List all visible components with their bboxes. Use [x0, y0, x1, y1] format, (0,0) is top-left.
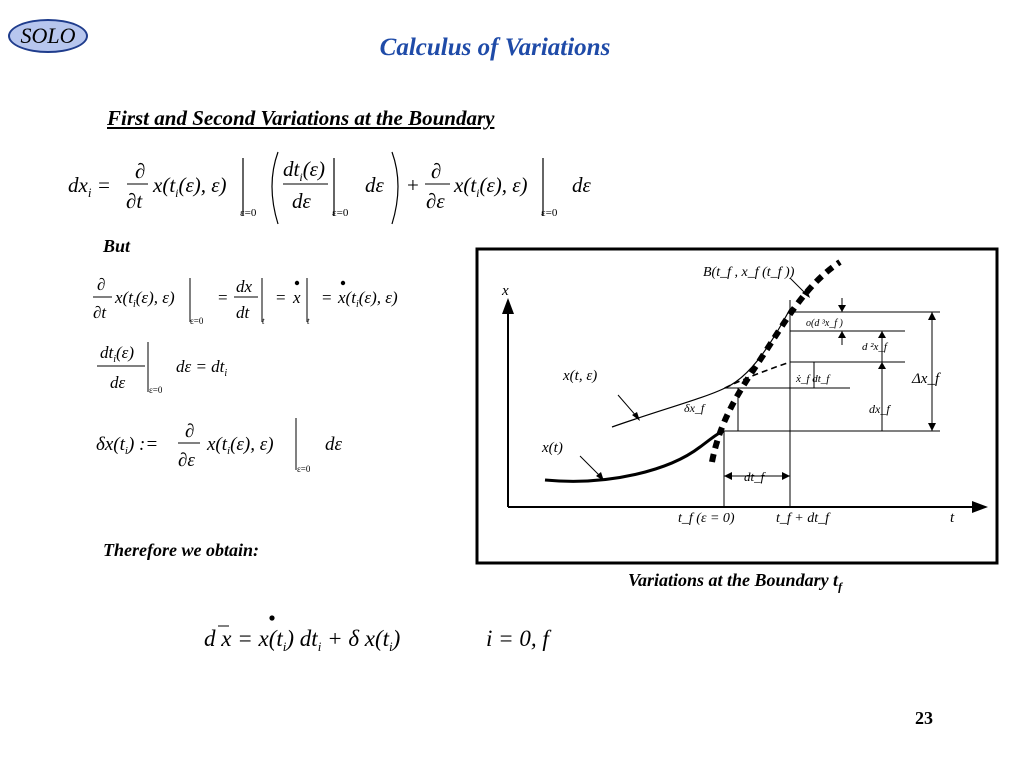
- svg-text:dε: dε: [292, 189, 312, 213]
- diagram-frame: [475, 247, 999, 565]
- slide-title-text: Calculus of Variations: [379, 34, 611, 61]
- svg-text:∂t: ∂t: [126, 189, 143, 213]
- svg-text:x(ti(ε), ε): x(ti(ε), ε): [152, 173, 227, 200]
- dt-label: dt_f: [744, 469, 767, 484]
- svg-text:x(ti(ε), ε): x(ti(ε), ε): [114, 288, 175, 310]
- tick-t0-label: t_f (ε = 0): [678, 511, 735, 526]
- delta-x-label: δx_f: [684, 401, 706, 415]
- d2x-label: d ²x_f: [862, 341, 889, 353]
- svg-text:ε=0: ε=0: [332, 207, 349, 219]
- x-axis-arrow: [972, 501, 988, 513]
- svg-text:∂t: ∂t: [93, 303, 107, 322]
- svg-text:t: t: [262, 316, 265, 326]
- svg-text:x(ti(ε), ε): x(ti(ε), ε): [453, 173, 528, 200]
- eq-main-lhs: dx: [68, 173, 89, 197]
- svg-text:dt: dt: [236, 303, 251, 322]
- svg-text:dx: dx: [236, 277, 253, 296]
- svg-text:x: x: [292, 288, 301, 307]
- svg-text:dε: dε: [572, 173, 592, 197]
- y-axis-label: x: [501, 283, 509, 299]
- section-subtitle: First and Second Variations at the Bound…: [107, 106, 495, 130]
- svg-text:x(ti(ε), ε): x(ti(ε), ε): [337, 288, 398, 310]
- figure-caption: Variations at the Boundary tf: [628, 570, 842, 595]
- but-label: But: [103, 236, 131, 256]
- therefore-label: Therefore we obtain:: [103, 540, 259, 560]
- equation-main: dxi = ∂ ∂t x(ti(ε), ε) ε=0 dti(ε) dε ε=0…: [68, 151, 592, 225]
- equation-final: d x = x(ti) dti + δ x(ti) i = 0, f: [204, 615, 552, 654]
- svg-text:d x = x(ti) dti + δ x(ti): d x = x(ti) dti + δ x(ti): [204, 626, 400, 654]
- svg-text:∂: ∂: [185, 421, 194, 442]
- xdot-dt-label: ẋ_f dt_f: [795, 373, 831, 385]
- nominal-curve-label: x(t): [541, 440, 563, 456]
- solo-logo: SOLO: [8, 19, 88, 53]
- nominal-curve: [544, 429, 725, 483]
- x-axis-label: t: [950, 510, 955, 526]
- svg-text:dε: dε: [110, 373, 126, 392]
- svg-text:δx(ti) :=: δx(ti) :=: [96, 434, 158, 457]
- svg-text:ε=0: ε=0: [541, 207, 558, 219]
- svg-text:+: +: [407, 173, 419, 197]
- svg-text:ε=0: ε=0: [297, 464, 311, 474]
- Delta-x-label: Δx_f: [911, 371, 941, 387]
- equation-dt: dti(ε) dε ε=0 dε = dti: [97, 342, 227, 395]
- svg-text:dε: dε: [325, 434, 343, 455]
- svg-text:dε = dti: dε = dti: [176, 357, 227, 379]
- svg-text:dε: dε: [365, 173, 385, 197]
- dx-f-label: dx_f: [869, 402, 891, 416]
- caption-subscript: f: [838, 579, 843, 594]
- svg-text:∂ε: ∂ε: [178, 450, 195, 471]
- svg-text:=: =: [322, 288, 332, 307]
- boundary-label: B(t_f , x_f (t_f )): [703, 265, 795, 280]
- page-number: 23: [915, 708, 933, 728]
- svg-text:dxi =: dxi =: [68, 173, 111, 200]
- svg-text:t: t: [307, 316, 310, 326]
- boundary-curve: [709, 259, 842, 463]
- svg-text:=: =: [218, 288, 228, 307]
- o-d3x-label: o(d ³x_f ): [806, 318, 844, 329]
- svg-text:ε=0: ε=0: [240, 207, 257, 219]
- equation-delta: δx(ti) := ∂ ∂ε x(ti(ε), ε) ε=0 dε: [96, 418, 343, 474]
- svg-text:ε=0: ε=0: [149, 385, 163, 395]
- svg-text:dti(ε): dti(ε): [100, 343, 134, 365]
- tangent-extension: [724, 361, 791, 389]
- svg-text:i = 0, f: i = 0, f: [486, 626, 552, 651]
- svg-text:∂: ∂: [135, 159, 145, 183]
- svg-text:x(ti(ε), ε): x(ti(ε), ε): [206, 434, 274, 457]
- equation-derivative: ∂ ∂t x(ti(ε), ε) ε=0 = dx dt t = x t = x…: [93, 275, 398, 326]
- svg-text:∂: ∂: [431, 159, 441, 183]
- svg-text:∂: ∂: [97, 275, 105, 294]
- boundary-diagram: x t: [475, 247, 999, 565]
- y-axis-arrow: [502, 298, 514, 314]
- svg-text:dti(ε): dti(ε): [283, 157, 325, 184]
- tick-t1-label: t_f + dt_f: [776, 511, 831, 526]
- svg-text:=: =: [276, 288, 286, 307]
- varied-curve-label: x(t, ε): [562, 368, 597, 384]
- logo-text: SOLO: [20, 23, 76, 48]
- svg-text:∂ε: ∂ε: [426, 189, 445, 213]
- svg-text:ε=0: ε=0: [190, 316, 204, 326]
- caption-text: Variations at the Boundary t: [628, 570, 839, 590]
- slide-title: Calculus of Variations: [0, 34, 1024, 62]
